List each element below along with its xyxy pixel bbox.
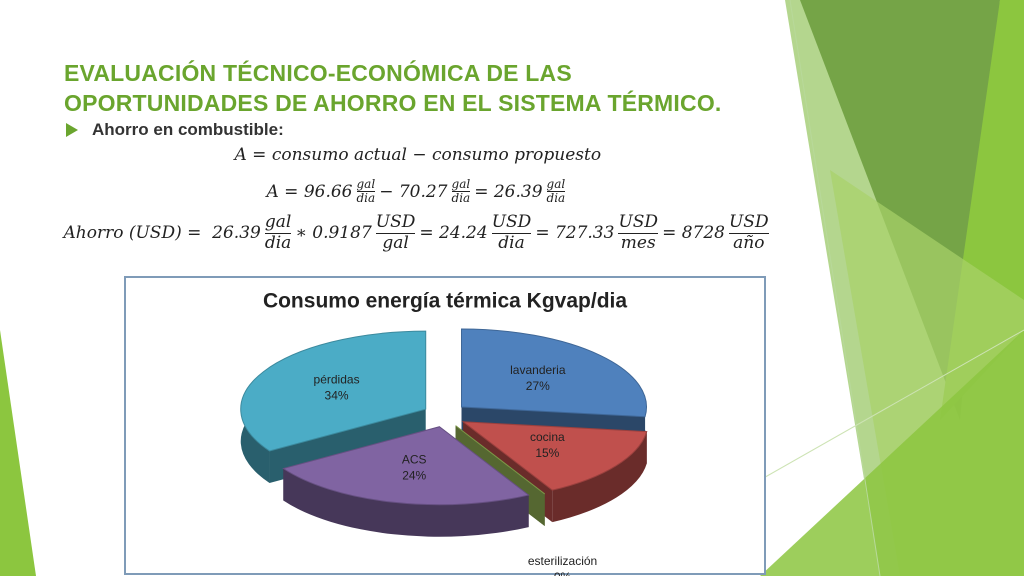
bullet-arrow — [66, 123, 78, 137]
fraction: gal dia — [546, 176, 566, 207]
bullet-text: Ahorro en combustible: — [92, 120, 284, 139]
slice — [461, 421, 648, 491]
numerator: gal — [356, 176, 376, 193]
value-label: 0% — [554, 570, 572, 576]
title-line: EVALUACIÓN TÉCNICO-ECONÓMICA DE LAS — [64, 60, 572, 86]
slice-side — [552, 431, 647, 523]
numerator: USD — [491, 212, 532, 234]
numerator: USD — [728, 212, 769, 234]
numerator: USD — [618, 212, 659, 234]
equation-text: A = consumo actual − consumo propuesto — [234, 145, 602, 165]
numerator: USD — [375, 212, 416, 234]
slice — [240, 330, 427, 452]
numerator: gal — [451, 176, 471, 193]
slice-label: pérdidas — [314, 373, 360, 387]
numerator: gal — [264, 212, 292, 234]
equation: A = 96.66 gal dia − 70.27 gal dia = 26.39 gal di… — [266, 176, 570, 207]
fraction: USD año — [728, 212, 769, 253]
numerator: gal — [546, 176, 566, 193]
value-label: 15% — [535, 446, 559, 460]
denominator: año — [733, 232, 765, 253]
slice — [455, 425, 546, 495]
equation-text: Ahorro (USD) = 26.39 — [63, 223, 261, 244]
equation-text: = 727.33 — [535, 223, 615, 244]
fraction: USD gal — [375, 212, 416, 253]
equation-text: = 26.39 — [474, 181, 543, 202]
equation: Ahorro (USD) = 26.39 gal dia ∗ 0.9187 USD gal… — [63, 212, 773, 253]
chart-title: Consumo energía térmica Kgvap/dia — [263, 290, 627, 313]
denominator: dia — [356, 191, 376, 206]
bullet: Ahorro en combustible: — [66, 120, 284, 140]
fraction: gal dia — [356, 176, 376, 207]
value-label: 34% — [325, 389, 349, 403]
denominator: gal — [382, 232, 409, 253]
slice — [461, 328, 647, 418]
denominator: dia — [546, 191, 566, 206]
equation-text: = 24.24 — [419, 223, 488, 244]
slice-label: esterilización — [528, 554, 597, 568]
value-label: 24% — [402, 468, 426, 482]
value-label: 27% — [526, 379, 550, 393]
slice-label: cocina — [530, 430, 565, 444]
fraction: USD mes — [618, 212, 659, 253]
fraction: gal dia — [451, 176, 471, 207]
equation: A = consumo actual − consumo propuesto — [235, 145, 602, 165]
denominator: mes — [620, 232, 656, 253]
equation-text: − 70.27 — [379, 181, 448, 202]
denominator: dia — [498, 232, 525, 253]
title-line: OPORTUNIDADES DE AHORRO EN EL SISTEMA TÉ… — [64, 90, 722, 116]
slice — [282, 426, 530, 506]
fraction: gal dia — [264, 212, 292, 253]
equation-text: ∗ 0.9187 — [295, 223, 372, 244]
fraction: USD dia — [491, 212, 532, 253]
denominator: dia — [264, 232, 292, 253]
title: EVALUACIÓN TÉCNICO-ECONÓMICA DE LAS OPOR… — [64, 58, 722, 118]
slice-label: ACS — [402, 452, 427, 466]
equation-text: A = 96.66 — [266, 181, 353, 202]
equation-text: = 8728 — [662, 223, 725, 244]
slice-label: lavanderia — [510, 363, 566, 377]
slice-side — [283, 468, 529, 537]
denominator: dia — [451, 191, 471, 206]
